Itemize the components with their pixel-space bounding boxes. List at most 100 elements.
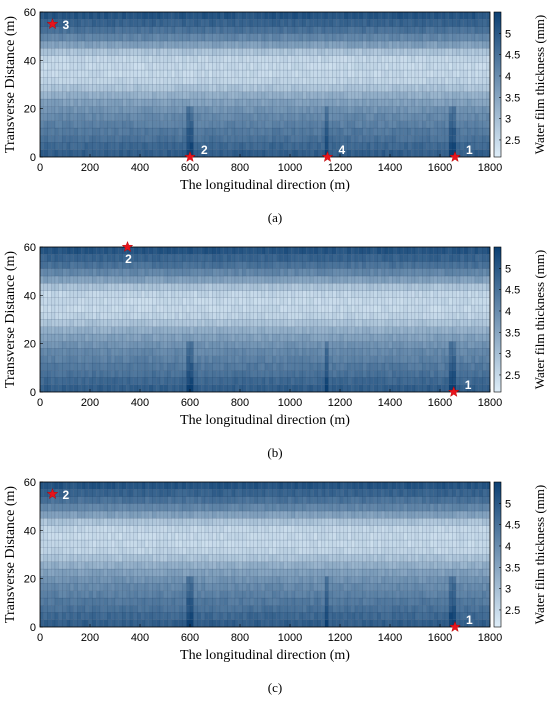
heatmap-cell [43, 370, 48, 378]
heatmap-cell [332, 106, 337, 114]
heatmap-cell [309, 362, 314, 371]
heatmap-cell [366, 98, 371, 107]
heatmap-cell [88, 333, 93, 342]
heatmap-cell [246, 77, 251, 85]
heatmap-cell [467, 33, 472, 42]
heatmap-cell [178, 69, 183, 78]
heatmap-cell [437, 355, 442, 364]
heatmap-cell [51, 40, 56, 49]
heatmap-cell [313, 283, 318, 291]
heatmap-cell [459, 149, 464, 158]
heatmap-cell [433, 149, 438, 158]
heatmap-cell [152, 362, 157, 371]
heatmap-cell [324, 348, 329, 356]
heatmap-cell [369, 304, 374, 313]
heatmap-cell [403, 297, 408, 306]
heatmap-cell [294, 77, 299, 85]
heatmap-cell [384, 55, 389, 63]
heatmap-cell [156, 84, 161, 92]
heatmap-cell [478, 127, 483, 136]
heatmap-cell [174, 26, 179, 34]
heatmap-cell [174, 55, 179, 63]
heatmap-cell [103, 106, 108, 114]
heatmap-cell [148, 77, 153, 85]
heatmap-cell [51, 290, 56, 298]
chart-panel-b: 0 200 400 600 800 1000 1200 1400 1600 1800 0 20 40 60… [0, 235, 550, 470]
heatmap-cell [283, 319, 288, 327]
heatmap-cell [189, 312, 194, 320]
heatmap-cell [197, 113, 202, 121]
heatmap-cell [381, 341, 386, 349]
heatmap-cell [238, 304, 243, 313]
heatmap-cell [111, 149, 116, 158]
heatmap-cell [88, 319, 93, 327]
y-axis-label: Transverse Distance (m) [3, 251, 18, 388]
heatmap-cell [201, 254, 206, 262]
heatmap-cell [482, 84, 487, 92]
heatmap-cell [174, 135, 179, 143]
heatmap-cell [422, 113, 427, 121]
heatmap-cell [478, 19, 483, 27]
heatmap-cell [463, 348, 468, 356]
heatmap-cell [159, 326, 164, 335]
heatmap-cell [212, 40, 217, 49]
heatmap-cell [354, 40, 359, 49]
heatmap-cell [388, 77, 393, 85]
heatmap-cell [264, 142, 269, 150]
heatmap-cell [84, 106, 89, 114]
heatmap-cell [39, 135, 44, 143]
heatmap-cell [88, 55, 93, 63]
heatmap-cell [306, 283, 311, 291]
heatmap-cell [264, 362, 269, 371]
heatmap-cell [264, 84, 269, 92]
heatmap-cell [69, 246, 74, 255]
heatmap-cell [279, 69, 284, 78]
heatmap-cell [471, 304, 476, 313]
heatmap-cell [302, 362, 307, 371]
heatmap-cell [366, 106, 371, 114]
heatmap-cell [369, 268, 374, 277]
heatmap-cell [414, 26, 419, 34]
heatmap-cell [336, 91, 341, 100]
heatmap-cell [51, 341, 56, 349]
heatmap-cell [193, 355, 198, 364]
heatmap-cell [81, 19, 86, 27]
heatmap-cell [268, 312, 273, 320]
heatmap-cell [163, 40, 168, 49]
heatmap-cell [261, 246, 266, 255]
plot-frame [39, 246, 491, 393]
heatmap-cell [448, 106, 453, 114]
heatmap-cell [242, 106, 247, 114]
heatmap-cell [373, 26, 378, 34]
heatmap-cell [354, 348, 359, 356]
heatmap-cell [99, 254, 104, 262]
heatmap-cell [343, 297, 348, 306]
heatmap-cell [306, 275, 311, 284]
heatmap-cell [291, 69, 296, 78]
heatmap-cell [268, 149, 273, 158]
heatmap-cell [306, 26, 311, 34]
heatmap-cell [358, 84, 363, 92]
heatmap-cell [287, 127, 292, 136]
heatmap-cell [276, 268, 281, 277]
heatmap-cell [122, 326, 127, 335]
heatmap-cell [126, 135, 131, 143]
heatmap-cell [474, 48, 479, 56]
heatmap-cell [167, 384, 172, 393]
heatmap-cell [129, 275, 134, 284]
heatmap-cell [107, 355, 112, 364]
heatmap-cell [84, 55, 89, 63]
heatmap-cell [347, 362, 352, 371]
heatmap-cell [264, 127, 269, 136]
heatmap-cell [148, 304, 153, 313]
heatmap-cell [441, 333, 446, 342]
heatmap-cell [62, 370, 67, 378]
heatmap-cell [197, 297, 202, 306]
heatmap-cell [392, 261, 397, 269]
heatmap-cell [189, 26, 194, 34]
heatmap-cell [302, 19, 307, 27]
heatmap-cell [141, 106, 146, 114]
heatmap-cell [47, 326, 52, 335]
heatmap-cell [144, 33, 149, 42]
heatmap-cell [448, 254, 453, 262]
